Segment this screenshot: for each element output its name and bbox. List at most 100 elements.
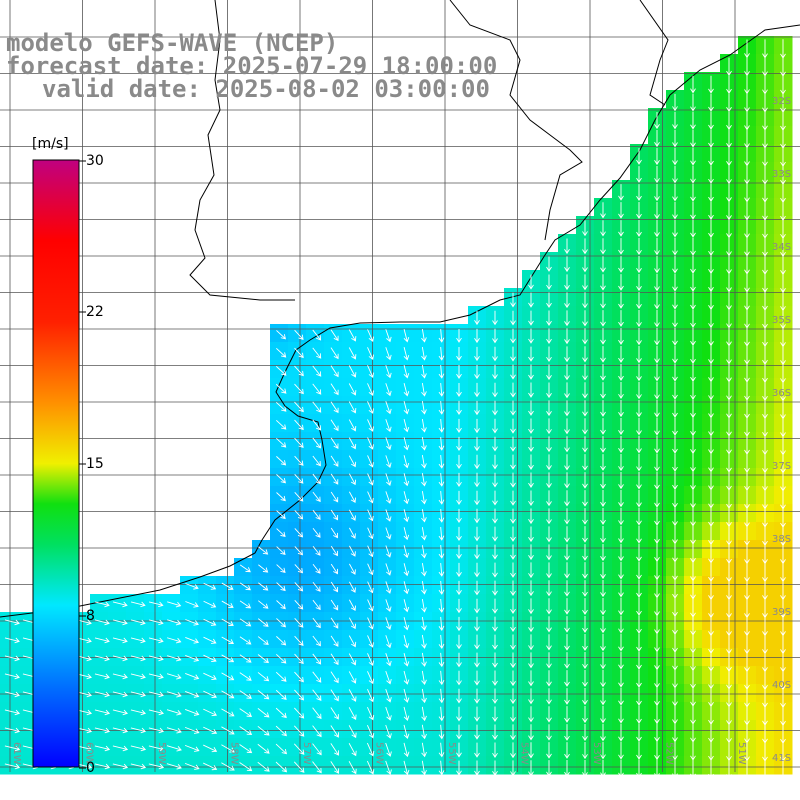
wind-arrow (546, 562, 552, 579)
wind-arrow (385, 581, 392, 594)
wind-arrow (367, 491, 374, 504)
wind-arrow (618, 579, 624, 598)
wind-arrow (257, 654, 269, 664)
wind-arrow (294, 564, 304, 574)
wind-arrow (474, 634, 480, 650)
wind-arrow (636, 291, 642, 310)
wind-arrow (564, 544, 570, 561)
wind-arrow (403, 688, 410, 703)
wind-arrow (708, 165, 714, 184)
wind-arrow (546, 526, 552, 543)
wind-arrow (600, 364, 606, 381)
wind-arrow (348, 401, 357, 414)
wind-arrow (276, 492, 286, 502)
wind-arrow (4, 691, 21, 698)
wind-arrow (275, 707, 287, 719)
wind-arrow (148, 673, 164, 680)
wind-arrow (275, 401, 287, 412)
wind-arrow (330, 617, 339, 629)
wind-arrow (348, 419, 357, 432)
wind-arrow (239, 708, 253, 717)
colorbar-scale (32, 159, 80, 768)
wind-arrow (492, 382, 498, 398)
wind-arrow (438, 418, 445, 433)
wind-arrow (294, 383, 304, 395)
wind-arrow (690, 183, 696, 202)
wind-arrow (618, 489, 624, 508)
wind-arrow (582, 256, 588, 273)
wind-arrow (294, 329, 304, 341)
wind-arrow (528, 580, 534, 597)
wind-arrow (348, 365, 357, 378)
wind-arrow (421, 670, 427, 685)
wind-arrow (474, 436, 480, 452)
wind-arrow (148, 727, 165, 734)
wind-arrow (348, 383, 357, 396)
wind-arrow (385, 545, 392, 558)
wind-arrow (203, 744, 218, 753)
wind-arrow (672, 219, 678, 238)
wind-arrow (167, 601, 182, 608)
wind-arrow (600, 759, 606, 778)
wind-arrow (348, 671, 357, 684)
wind-arrow (600, 220, 606, 237)
wind-arrow (690, 75, 696, 94)
wind-arrow (600, 238, 606, 255)
wind-arrow (166, 745, 182, 752)
wind-arrow (546, 418, 552, 435)
wind-arrow (367, 545, 374, 558)
wind-arrow (492, 346, 498, 362)
wind-arrow (330, 419, 339, 432)
wind-arrow (654, 435, 660, 454)
wind-arrow (330, 365, 339, 378)
wind-arrow (600, 705, 606, 724)
wind-arrow (4, 709, 21, 716)
wind-arrow (438, 562, 445, 577)
wind-arrow (528, 670, 534, 687)
wind-arrow (582, 670, 588, 688)
wind-arrow (582, 741, 588, 760)
wind-arrow (726, 111, 732, 131)
wind-arrow (546, 364, 552, 381)
wind-arrow (184, 726, 200, 734)
wind-arrow (403, 545, 410, 559)
wind-arrow (421, 473, 427, 487)
wind-arrow (528, 688, 534, 705)
wind-arrow (528, 274, 534, 290)
wind-arrow (492, 400, 498, 416)
wind-arrow (492, 490, 498, 506)
wind-arrow (582, 238, 588, 255)
wind-arrow (600, 741, 606, 760)
latitude-label: 34S (772, 242, 791, 253)
wind-arrow (312, 599, 321, 611)
wind-arrow (348, 707, 357, 720)
wind-arrow (166, 727, 182, 734)
wind-arrow (564, 724, 570, 741)
wind-arrow (690, 453, 696, 473)
wind-arrow (112, 691, 128, 698)
wind-arrow (239, 744, 253, 754)
wind-arrow (564, 742, 570, 759)
wind-arrow (618, 310, 624, 327)
wind-arrow (294, 401, 304, 413)
wind-arrow (221, 618, 234, 626)
wind-arrow (510, 634, 516, 651)
wind-arrow (636, 561, 642, 580)
wind-arrow (385, 653, 392, 667)
wind-arrow (708, 309, 714, 329)
wind-arrow (385, 455, 392, 469)
wind-arrow (203, 582, 217, 590)
longitude-label: 56W (374, 742, 385, 765)
wind-arrow (582, 580, 588, 597)
wind-arrow (275, 761, 288, 773)
wind-arrow (654, 687, 660, 707)
wind-arrow (654, 525, 660, 544)
wind-arrow (294, 419, 304, 431)
wind-arrow (185, 583, 199, 590)
wind-arrow (167, 619, 182, 626)
wind-arrow (385, 724, 392, 739)
wind-arrow (600, 490, 606, 507)
wind-arrow (672, 273, 678, 292)
wind-arrow (276, 618, 286, 628)
wind-arrow (672, 759, 678, 779)
